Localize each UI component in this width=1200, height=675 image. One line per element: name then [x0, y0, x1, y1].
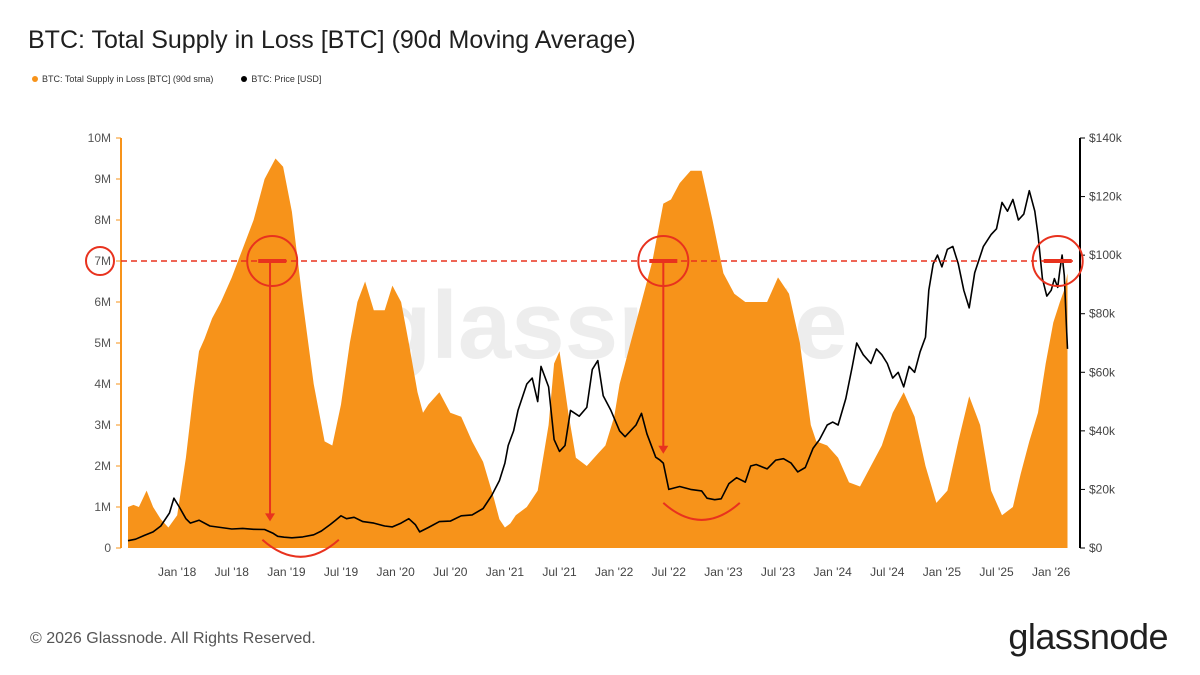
supply-in-loss-area	[128, 158, 1068, 548]
annotation-circle	[246, 235, 299, 287]
x-tick-label: Jan '20	[376, 565, 415, 579]
x-tick-label: Jul '24	[870, 565, 905, 579]
right-tick-label: $100k	[1089, 248, 1123, 262]
chart-legend: BTC: Total Supply in Loss [BTC] (90d sma…	[32, 74, 321, 84]
chart-title: BTC: Total Supply in Loss [BTC] (90d Mov…	[28, 26, 636, 54]
legend-price-label: BTC: Price [USD]	[251, 74, 322, 84]
x-tick-label: Jul '25	[979, 565, 1014, 579]
right-tick-label: $60k	[1089, 365, 1116, 379]
left-tick-label: 7M	[94, 254, 111, 268]
annotation-circle	[1031, 235, 1084, 287]
legend-item-price[interactable]: BTC: Price [USD]	[241, 74, 321, 84]
x-tick-label: Jan '22	[595, 565, 634, 579]
legend-supply-swatch	[32, 76, 38, 82]
left-tick-label: 5M	[94, 336, 111, 350]
threshold-label-circle	[85, 246, 115, 276]
annotation-bottom-arc	[261, 539, 340, 558]
left-tick-label: 2M	[94, 459, 111, 473]
left-tick-label: 9M	[94, 172, 111, 186]
x-tick-label: Jul '18	[215, 565, 250, 579]
right-tick-label: $40k	[1089, 424, 1116, 438]
left-tick-label: 8M	[94, 213, 111, 227]
x-tick-label: Jan '24	[813, 565, 852, 579]
right-tick-label: $140k	[1089, 131, 1123, 145]
right-tick-label: $120k	[1089, 190, 1123, 204]
btc-price-line	[127, 189, 1069, 542]
legend-price-swatch	[241, 76, 248, 82]
x-tick-label: Jul '21	[542, 565, 577, 579]
x-tick-label: Jan '18	[158, 565, 197, 579]
x-tick-label: Jul '20	[433, 565, 468, 579]
copyright-text: © 2026 Glassnode. All Rights Reserved.	[30, 630, 316, 647]
left-tick-label: 3M	[94, 418, 111, 432]
x-tick-label: Jan '25	[923, 565, 962, 579]
x-tick-label: Jul '23	[761, 565, 796, 579]
x-tick-label: Jul '19	[324, 565, 359, 579]
x-tick-label: Jan '21	[486, 565, 525, 579]
x-tick-label: Jan '19	[267, 565, 306, 579]
x-tick-label: Jan '23	[704, 565, 743, 579]
left-tick-label: 0	[104, 541, 111, 555]
annotation-arrow-head	[658, 445, 669, 454]
right-tick-label: $80k	[1089, 307, 1116, 321]
left-tick-label: 4M	[94, 377, 111, 391]
annotation-arrow-head	[265, 513, 276, 522]
left-tick-label: 10M	[88, 131, 111, 145]
legend-supply-label: BTC: Total Supply in Loss [BTC] (90d sma…	[42, 74, 214, 84]
right-tick-label: $0	[1089, 541, 1103, 555]
legend-item-supply[interactable]: BTC: Total Supply in Loss [BTC] (90d sma…	[32, 74, 213, 84]
left-tick-label: 1M	[94, 500, 111, 514]
left-tick-label: 6M	[94, 295, 111, 309]
right-tick-label: $20k	[1089, 482, 1116, 496]
brand-logo[interactable]: glassnode	[1008, 616, 1168, 657]
x-tick-label: Jul '22	[652, 565, 687, 579]
annotation-bottom-arc	[662, 502, 741, 521]
x-tick-label: Jan '26	[1032, 565, 1071, 579]
